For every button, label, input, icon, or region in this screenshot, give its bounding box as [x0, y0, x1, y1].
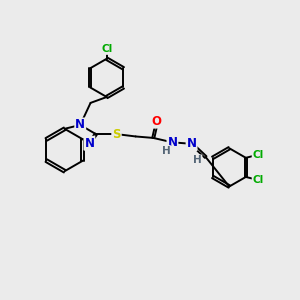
- Text: O: O: [151, 115, 161, 128]
- Text: S: S: [112, 128, 121, 141]
- Text: Cl: Cl: [253, 150, 264, 160]
- Text: H: H: [162, 146, 170, 156]
- Text: H: H: [193, 155, 202, 165]
- Text: Cl: Cl: [253, 175, 264, 185]
- Text: N: N: [84, 137, 94, 150]
- Text: Cl: Cl: [101, 44, 112, 54]
- Text: N: N: [167, 136, 177, 149]
- Text: N: N: [75, 118, 85, 131]
- Text: N: N: [187, 137, 196, 150]
